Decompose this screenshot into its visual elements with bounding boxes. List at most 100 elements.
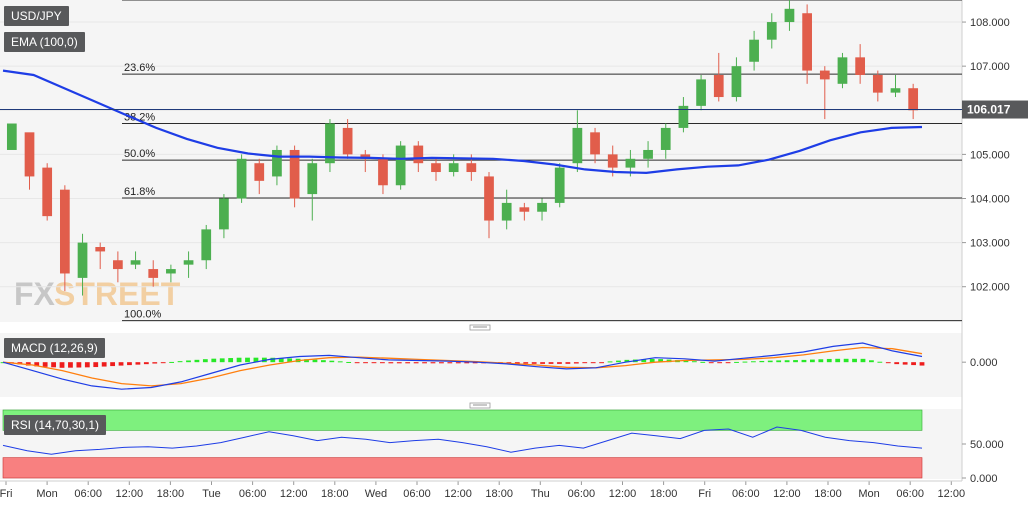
- candle-body: [325, 123, 335, 164]
- macd-histogram-bar: [127, 362, 132, 366]
- macd-histogram-bar: [270, 357, 276, 363]
- panel-resize-handles[interactable]: [469, 324, 491, 409]
- macd-histogram-bar: [793, 360, 798, 363]
- macd-histogram-bar: [565, 362, 571, 364]
- macd-histogram-bar: [228, 358, 234, 363]
- time-tick-label: 06:00: [896, 488, 924, 500]
- time-tick-label: Fri: [698, 488, 711, 500]
- price-tick-label: 105.000: [970, 149, 1010, 161]
- candle-body: [254, 163, 265, 181]
- macd-histogram-bar: [869, 360, 874, 363]
- candle-body: [24, 132, 35, 177]
- macd-histogram-bar: [312, 359, 318, 363]
- candle-body: [519, 207, 530, 212]
- candle-body: [643, 149, 653, 159]
- macd-histogram-bar: [287, 358, 293, 363]
- panel-resize-handle[interactable]: [469, 402, 491, 409]
- fibonacci-label: 23.6%: [124, 62, 155, 74]
- time-tick-label: 12:00: [938, 488, 966, 500]
- last-price-label: 106.017: [967, 103, 1011, 117]
- macd-line: [2, 342, 923, 390]
- macd-histogram-bar: [658, 359, 664, 363]
- macd-histogram-bar: [354, 362, 360, 364]
- time-tick-label: Mon: [858, 488, 879, 500]
- symbol-label[interactable]: USD/JPY: [4, 6, 69, 26]
- macd-histogram-bar: [25, 362, 31, 366]
- macd-histogram-bar: [464, 362, 470, 364]
- time-tick-label: 12:00: [444, 488, 472, 500]
- candle-body: [731, 66, 742, 98]
- candle-body: [307, 163, 318, 195]
- candle-body: [130, 260, 141, 265]
- macd-histogram-bar: [177, 361, 183, 363]
- macd-histogram-bar: [894, 362, 900, 365]
- rsi-series: 50.000 0.000: [2, 409, 1004, 485]
- price-tick-label: 103.000: [970, 238, 1010, 250]
- rsi-oversold-zone: [2, 457, 923, 479]
- macd-histogram-bar: [337, 361, 343, 363]
- candle-body: [855, 57, 866, 75]
- macd-tick-label: 0.000: [970, 357, 998, 369]
- rsi-overbought-zone: [2, 409, 923, 431]
- rsi-tick-label: 0.000: [970, 473, 998, 485]
- time-tick-label: Tue: [202, 488, 221, 500]
- time-tick-label: 18:00: [650, 488, 678, 500]
- candle-body: [766, 22, 777, 40]
- macd-histogram-bar: [329, 360, 335, 363]
- macd-histogram-bar: [101, 362, 107, 367]
- macd-histogram-bar: [455, 362, 461, 364]
- time-tick-label: 06:00: [732, 488, 760, 500]
- panel-resize-handle[interactable]: [469, 324, 491, 331]
- watermark: FX STREET: [14, 276, 181, 312]
- macd-histogram-bar: [346, 361, 352, 363]
- macd-histogram-bar: [245, 357, 250, 363]
- price-tick-label: 108.000: [970, 17, 1010, 29]
- candle-body: [148, 269, 159, 278]
- candle-body: [95, 247, 106, 252]
- watermark-street: STREET: [54, 276, 181, 312]
- rsi-indicator-label[interactable]: RSI (14,70,30,1): [4, 415, 107, 435]
- macd-histogram-bar: [759, 360, 765, 363]
- candle-body: [466, 163, 477, 173]
- price-tick-label: 102.000: [970, 282, 1010, 294]
- time-tick-label: 18:00: [814, 488, 842, 500]
- candle-body: [501, 202, 512, 221]
- macd-histogram-bar: [919, 362, 925, 366]
- candle-body: [713, 74, 724, 98]
- rsi-tick-label: 50.000: [970, 439, 1004, 451]
- candle-body: [625, 158, 636, 168]
- candle-body: [819, 70, 830, 80]
- macd-histogram-bar: [236, 357, 242, 363]
- candle-body: [590, 132, 600, 155]
- macd-histogram-bar: [363, 362, 368, 364]
- fibonacci-label: 61.8%: [124, 186, 155, 198]
- macd-histogram-bar: [835, 358, 841, 363]
- candle-body: [183, 260, 194, 265]
- candle-body: [908, 88, 919, 111]
- macd-histogram-bar: [380, 362, 385, 364]
- candle-body: [554, 167, 565, 203]
- macd-histogram-bar: [51, 362, 56, 368]
- time-tick-label: 12:00: [609, 488, 637, 500]
- time-tick-label: 06:00: [403, 488, 431, 500]
- price-tick-label: 107.000: [970, 61, 1010, 73]
- macd-histogram-bar: [540, 362, 545, 364]
- candle-body: [289, 149, 300, 199]
- candle-body: [784, 8, 795, 23]
- candlestick-series: [6, 0, 919, 296]
- price-axis-ticks: 108.000107.000106.000105.000104.000103.0…: [0, 17, 1028, 294]
- macd-histogram-bar: [801, 359, 807, 363]
- macd-histogram-bar: [818, 359, 824, 363]
- candle-body: [484, 176, 494, 221]
- macd-histogram-bar: [219, 358, 225, 363]
- ema-indicator-label[interactable]: EMA (100,0): [4, 32, 85, 52]
- macd-histogram-bar: [413, 362, 419, 364]
- macd-histogram-bar: [860, 358, 866, 363]
- candle-body: [77, 242, 88, 278]
- macd-histogram-bar: [784, 360, 790, 363]
- macd-indicator-label[interactable]: MACD (12,26,9): [4, 338, 105, 358]
- macd-histogram-bar: [683, 360, 689, 363]
- macd-histogram-bar: [911, 362, 916, 366]
- macd-histogram-bar: [76, 362, 82, 368]
